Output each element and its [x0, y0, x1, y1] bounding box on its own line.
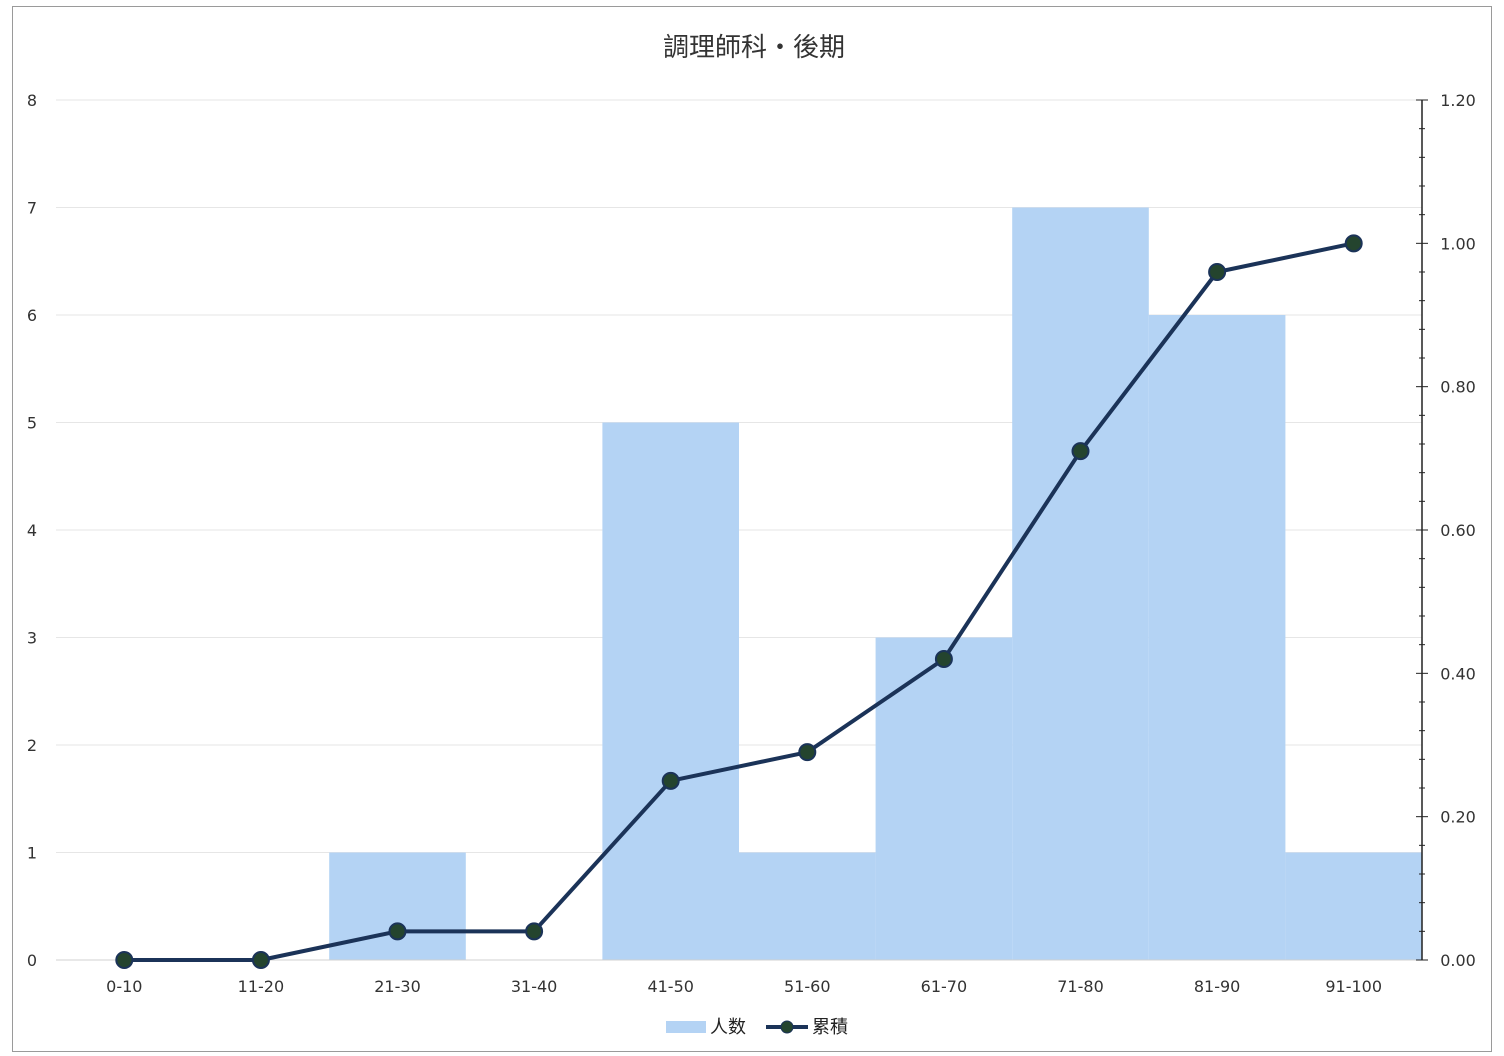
cumulative-point — [525, 922, 544, 941]
x-tick-label: 0-10 — [106, 977, 142, 996]
y-left-tick-label: 6 — [27, 306, 37, 325]
y-left-tick-label: 5 — [27, 414, 37, 433]
legend: 人数 累積 — [666, 1017, 848, 1038]
cumulative-point — [661, 771, 680, 790]
y-left-tick-label: 2 — [27, 736, 37, 755]
y-right-tick-label: 0.80 — [1440, 378, 1476, 397]
y-left-tick-label: 7 — [27, 199, 37, 218]
y-left-tick-label: 4 — [27, 521, 37, 540]
cumulative-point — [115, 951, 134, 969]
legend-bar-label: 人数 — [710, 1017, 746, 1038]
y-right-tick-label: 1.00 — [1440, 234, 1476, 253]
y-left-tick-label: 3 — [27, 629, 37, 648]
bar — [1012, 207, 1149, 960]
legend-bar-swatch — [666, 1021, 706, 1033]
legend-line-marker — [780, 1020, 794, 1034]
x-tick-label: 91-100 — [1325, 977, 1382, 996]
y-left-tick-label: 8 — [27, 91, 37, 110]
bar — [602, 422, 739, 960]
cumulative-point — [1344, 234, 1363, 253]
bar — [739, 852, 876, 960]
cumulative-point — [388, 922, 407, 941]
y-right-tick-label: 0.20 — [1440, 808, 1476, 827]
line-series — [115, 234, 1363, 969]
x-tick-label: 21-30 — [374, 977, 421, 996]
bar — [329, 852, 466, 960]
y-left-tick-label: 1 — [27, 844, 37, 863]
bar — [1148, 315, 1286, 960]
cumulative-point — [1208, 263, 1227, 281]
y-right-tick-label: 1.20 — [1440, 91, 1476, 110]
y-right-tick-label: 0.00 — [1440, 951, 1476, 970]
y-right-tick-label: 0.60 — [1440, 521, 1476, 540]
x-tick-label: 71-80 — [1057, 977, 1104, 996]
cumulative-point — [251, 951, 270, 969]
x-tick-label: 51-60 — [784, 977, 831, 996]
y-right-tick-label: 0.40 — [1440, 664, 1476, 683]
cumulative-point — [934, 650, 953, 668]
bar — [1285, 852, 1422, 960]
cumulative-point — [798, 743, 817, 762]
axes: 0 1 2 3 4 5 6 7 8 0-10 11-20 21-30 31-40 41-50 51-60 61… — [27, 91, 1476, 996]
x-tick-label: 31-40 — [511, 977, 558, 996]
bar — [875, 637, 1013, 960]
cumulative-point — [1071, 442, 1090, 461]
x-tick-label: 11-20 — [238, 977, 285, 996]
cumulative-line — [124, 241, 1355, 962]
legend-line-label: 累積 — [812, 1017, 848, 1038]
x-tick-label: 61-70 — [921, 977, 968, 996]
chart-title: 調理師科・後期 — [663, 33, 845, 63]
y-left-tick-label: 0 — [27, 951, 37, 970]
bar-series — [329, 207, 1422, 960]
x-tick-label: 41-50 — [647, 977, 694, 996]
x-tick-label: 81-90 — [1194, 977, 1241, 996]
